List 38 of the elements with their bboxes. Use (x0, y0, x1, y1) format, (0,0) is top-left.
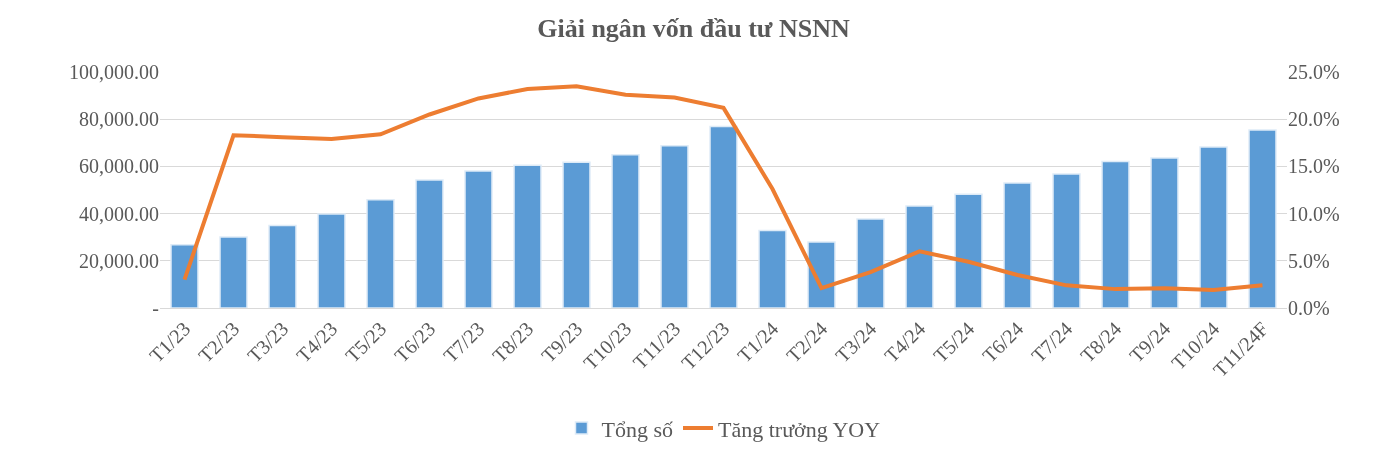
y-tick-label: 40,000.00 (79, 202, 159, 225)
line-series (182, 84, 1265, 293)
bar (464, 170, 493, 308)
y-tick-label: 100,000.00 (69, 61, 159, 83)
bar (562, 161, 591, 308)
bar (856, 218, 885, 308)
legend-label: Tổng số (601, 416, 673, 442)
y2-tick-label: 20.0% (1288, 108, 1340, 131)
y-tick-label: - (152, 297, 159, 319)
bar (709, 125, 738, 308)
bar (1248, 129, 1277, 308)
legend-label: Tăng trưởng YOY (718, 416, 881, 442)
bar (170, 244, 199, 308)
y2-tick-label: 10.0% (1288, 202, 1340, 225)
bar (513, 164, 542, 308)
y2-tick-label: 25.0% (1288, 61, 1340, 83)
y-tick-label: 80,000.00 (79, 108, 159, 131)
y2-tick-label: 0.0% (1288, 297, 1330, 319)
bar (954, 193, 983, 308)
bar (268, 224, 297, 308)
bar (905, 205, 934, 308)
bar (758, 229, 787, 308)
y-tick-label: 60,000.00 (79, 155, 159, 178)
bar (611, 154, 640, 308)
bar (660, 144, 689, 308)
bar (219, 236, 248, 308)
y2-tick-label: 5.0% (1288, 249, 1330, 272)
y-tick-label: 20,000.00 (79, 249, 159, 272)
bar (1101, 160, 1130, 308)
chart-title: Giải ngân vốn đầu tư NSNN (537, 13, 850, 43)
bar (415, 179, 444, 308)
y2-tick-label: 15.0% (1288, 155, 1340, 178)
bar (317, 213, 346, 308)
bar (1003, 182, 1032, 308)
bar (366, 198, 395, 308)
bar (1150, 157, 1179, 308)
bar (1199, 146, 1228, 308)
bar (1052, 173, 1081, 308)
